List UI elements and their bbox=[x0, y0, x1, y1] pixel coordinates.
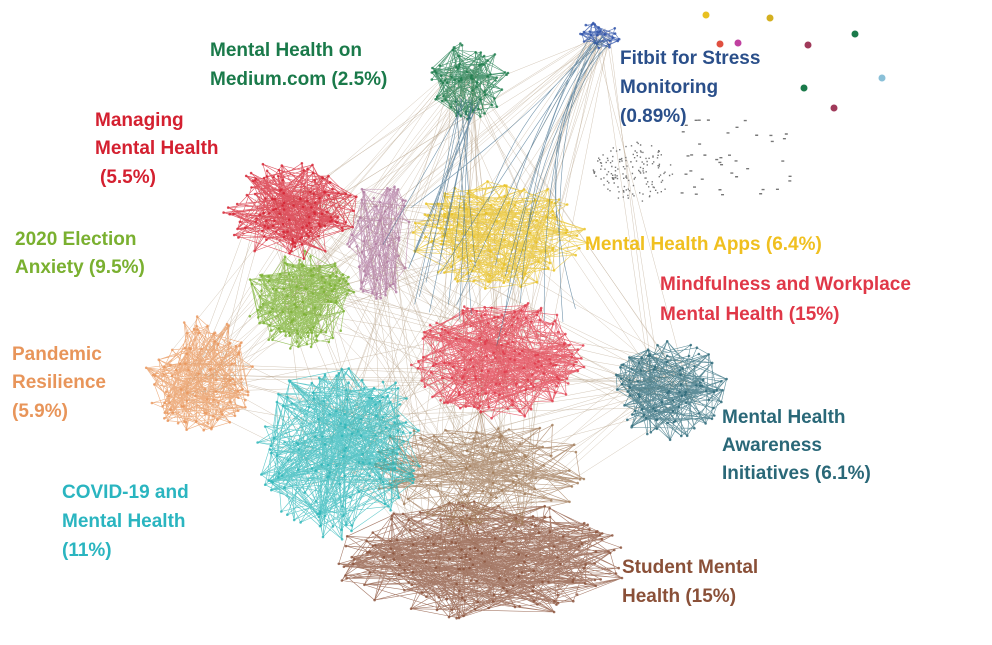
label-line: Monitoring bbox=[620, 77, 718, 98]
label-line: Resilience bbox=[12, 372, 106, 393]
cluster-edges bbox=[338, 501, 623, 619]
label-line: Fitbit for Stress bbox=[620, 48, 760, 69]
cluster-label: Managing Mental Health (5.5%) bbox=[95, 110, 224, 188]
label-line: (5.9%) bbox=[12, 401, 68, 422]
cluster-label: Mental Health Awareness Initiatives (6.1… bbox=[722, 407, 871, 484]
cluster-edges bbox=[347, 186, 410, 299]
cluster-label: Mindfulness and Workplace Mental Health … bbox=[660, 274, 916, 325]
label-line: 2020 Election bbox=[15, 229, 136, 250]
label-line: Medium.com (2.5%) bbox=[210, 69, 387, 90]
cluster-label: Pandemic Resilience (5.9%) bbox=[12, 344, 111, 422]
small-component bbox=[800, 84, 808, 92]
label-line: Mental Health bbox=[722, 407, 846, 428]
isolated-nodes bbox=[592, 119, 792, 202]
cluster-edges bbox=[223, 163, 357, 259]
cluster-edges bbox=[375, 411, 585, 529]
small-component bbox=[766, 14, 774, 22]
label-line: Student Mental bbox=[622, 557, 758, 578]
cluster-nodes bbox=[144, 315, 254, 432]
cluster-label: Fitbit for Stress Monitoring (0.89%) bbox=[620, 48, 766, 127]
label-line: Mental Health bbox=[95, 138, 219, 159]
cluster-label: Mental Health on Medium.com (2.5%) bbox=[210, 40, 387, 90]
small-component bbox=[878, 74, 886, 82]
label-line: COVID-19 and bbox=[62, 482, 189, 503]
label-line: Mental Health bbox=[62, 511, 186, 532]
label-line: (11%) bbox=[62, 540, 112, 561]
label-line: Mental Health on bbox=[210, 40, 362, 61]
label-line: Mindfulness and Workplace bbox=[660, 274, 911, 295]
label-line: Mental Health Apps (6.4%) bbox=[585, 234, 822, 255]
label-line: (0.89%) bbox=[620, 106, 687, 127]
cluster-edges bbox=[249, 250, 355, 349]
label-line: Health (15%) bbox=[622, 586, 736, 607]
label-line: Mental Health (15%) bbox=[660, 304, 839, 325]
small-component bbox=[734, 39, 742, 47]
cluster-edges bbox=[145, 316, 253, 431]
label-line: Initiatives (6.1%) bbox=[722, 463, 871, 484]
cluster-label: COVID-19 and Mental Health (11%) bbox=[62, 482, 194, 561]
cluster-label: Mental Health Apps (6.4%) bbox=[585, 234, 822, 255]
cluster-label: Student Mental Health (15%) bbox=[622, 557, 763, 607]
label-line: Managing bbox=[95, 110, 184, 131]
cluster-nodes bbox=[614, 339, 728, 442]
cluster-edges bbox=[411, 303, 585, 419]
label-line: (5.5%) bbox=[100, 167, 156, 188]
cluster-nodes bbox=[579, 21, 621, 50]
cluster-label: 2020 Election Anxiety (9.5%) bbox=[15, 229, 145, 278]
small-component bbox=[716, 40, 724, 48]
small-component bbox=[851, 30, 859, 38]
small-component bbox=[830, 104, 838, 112]
network bbox=[144, 11, 886, 620]
label-line: Pandemic bbox=[12, 344, 102, 365]
cluster-labels: Mental Health on Medium.com (2.5%) Fitbi… bbox=[12, 40, 916, 607]
label-line: Anxiety (9.5%) bbox=[15, 257, 145, 278]
cluster-edges bbox=[257, 368, 420, 540]
small-component bbox=[804, 41, 812, 49]
long-edges bbox=[382, 34, 610, 346]
label-line: Awareness bbox=[722, 435, 822, 456]
cluster-nodes bbox=[337, 500, 624, 620]
small-component bbox=[702, 11, 710, 19]
